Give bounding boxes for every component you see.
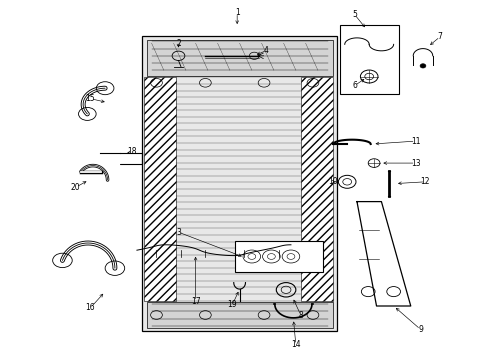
Text: 10: 10 xyxy=(327,177,337,186)
Text: 11: 11 xyxy=(410,136,420,145)
Text: 13: 13 xyxy=(410,158,420,167)
Bar xyxy=(146,40,332,76)
Text: 5: 5 xyxy=(351,10,356,19)
Bar xyxy=(146,302,332,328)
Circle shape xyxy=(419,64,425,68)
Text: 1: 1 xyxy=(234,8,239,17)
Text: 14: 14 xyxy=(290,341,300,349)
Text: 7: 7 xyxy=(437,32,442,41)
Text: 20: 20 xyxy=(71,183,81,192)
Bar xyxy=(234,241,322,272)
Text: 19: 19 xyxy=(227,300,237,309)
Text: 16: 16 xyxy=(85,303,95,312)
Text: 17: 17 xyxy=(190,297,200,306)
Text: 3: 3 xyxy=(176,228,181,237)
Bar xyxy=(144,77,176,301)
Text: 2: 2 xyxy=(176,39,181,48)
Text: 9: 9 xyxy=(417,325,422,334)
Bar xyxy=(339,25,398,94)
Bar xyxy=(142,36,337,331)
Text: 15: 15 xyxy=(85,94,95,103)
Text: 6: 6 xyxy=(351,81,356,90)
Text: 12: 12 xyxy=(420,177,429,186)
Text: 8: 8 xyxy=(298,310,303,320)
Text: 4: 4 xyxy=(264,46,268,55)
Bar xyxy=(300,77,332,301)
Text: 18: 18 xyxy=(127,148,137,156)
